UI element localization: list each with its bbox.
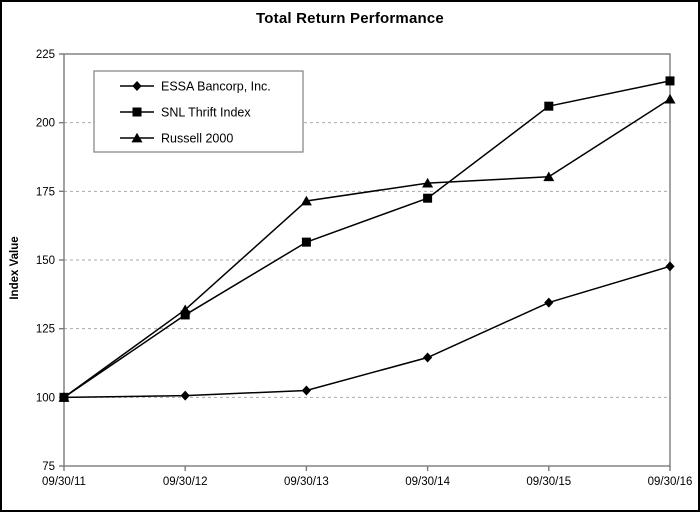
legend-marker-triangle: [131, 132, 143, 143]
data-point-marker: [423, 193, 433, 203]
data-point-marker: [665, 261, 675, 272]
legend-label: Russell 2000: [161, 132, 233, 146]
y-tick-label: 100: [36, 392, 55, 404]
y-tick-label: 75: [42, 461, 55, 473]
legend-marker-diamond: [132, 81, 142, 91]
x-tick-label: 09/30/16: [648, 476, 693, 488]
y-tick-label: 200: [36, 118, 55, 130]
y-axis-title: Index Value: [9, 236, 21, 299]
data-point-marker: [544, 297, 554, 308]
series-line-2: [63, 80, 671, 398]
data-point-marker: [422, 177, 434, 188]
x-tick-label: 09/30/12: [163, 476, 208, 488]
legend-label: ESSA Bancorp, Inc.: [161, 80, 271, 94]
data-point-marker: [665, 76, 675, 86]
legend-label: SNL Thrift Index: [161, 106, 251, 120]
series-line-1: [63, 265, 671, 399]
x-tick-label: 09/30/11: [42, 476, 86, 488]
legend-marker-square: [132, 107, 142, 117]
x-tick-label: 09/30/13: [284, 476, 329, 488]
data-point-marker: [300, 195, 312, 206]
chart-title: Total Return Performance: [256, 10, 444, 27]
y-tick-label: 150: [36, 255, 55, 267]
data-point-marker: [301, 237, 311, 247]
data-point-marker: [423, 352, 433, 363]
y-tick-label: 175: [36, 186, 55, 198]
y-tick-label: 225: [36, 49, 55, 61]
data-point-marker: [58, 392, 70, 402]
y-tick-label: 125: [36, 324, 55, 336]
data-point-marker: [301, 385, 311, 396]
data-point-marker: [179, 304, 191, 315]
data-point-marker: [664, 93, 676, 104]
x-tick-label: 09/30/15: [526, 476, 571, 488]
x-tick-label: 09/30/14: [405, 476, 450, 488]
data-point-marker: [544, 101, 554, 111]
data-point-marker: [180, 310, 190, 320]
series-line-3: [63, 98, 671, 398]
data-point-marker: [180, 390, 190, 401]
data-point-marker: [543, 171, 555, 182]
